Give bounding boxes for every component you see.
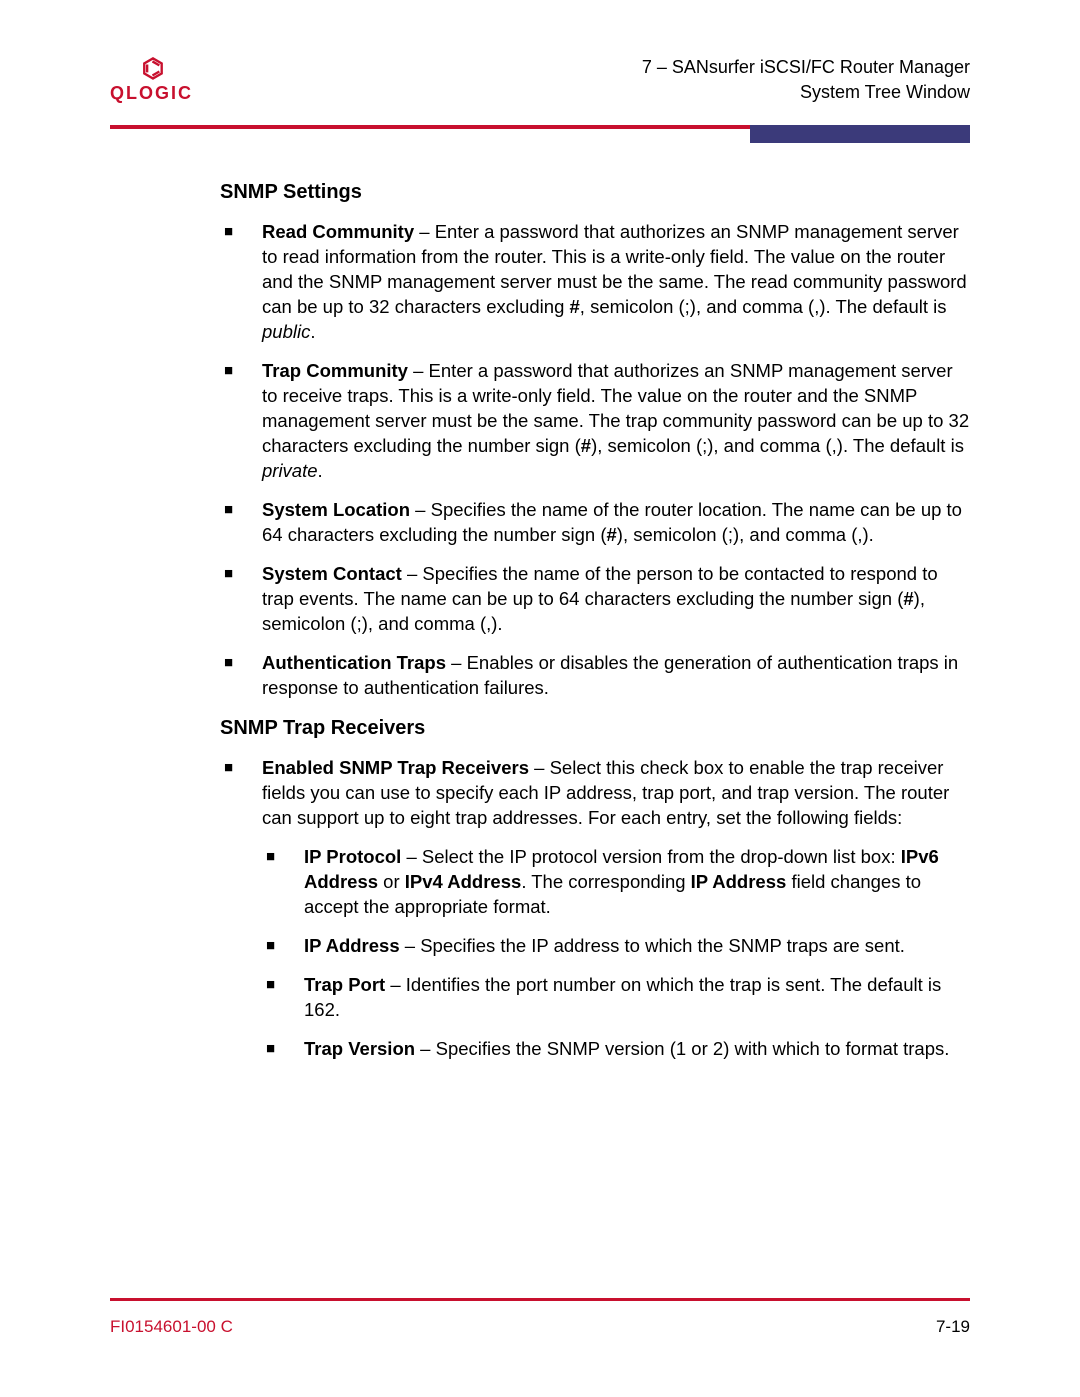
purple-tab [750, 125, 970, 143]
sub-trap-version: Trap Version – Specifies the SNMP versio… [262, 1037, 970, 1062]
header-text: 7 – SANsurfer iSCSI/FC Router Manager Sy… [642, 55, 970, 105]
snmp-settings-title: SNMP Settings [220, 179, 970, 206]
sub-ip-protocol: IP Protocol – Select the IP protocol ver… [262, 845, 970, 920]
label: System Location [262, 499, 410, 520]
label: Trap Version [304, 1038, 415, 1059]
label: Trap Community [262, 360, 408, 381]
header-line-2: System Tree Window [642, 80, 970, 105]
content: SNMP Settings Read Community – Enter a p… [110, 129, 970, 1298]
label: IP Protocol [304, 846, 401, 867]
label: Enabled SNMP Trap Receivers [262, 757, 529, 778]
item-auth-traps: Authentication Traps – Enables or disabl… [220, 651, 970, 701]
item-enabled-receivers: Enabled SNMP Trap Receivers – Select thi… [220, 756, 970, 1062]
page-footer: FI0154601-00 C 7-19 [110, 1298, 970, 1337]
snmp-trap-receivers-title: SNMP Trap Receivers [220, 715, 970, 742]
sub-trap-port: Trap Port – Identifies the port number o… [262, 973, 970, 1023]
item-trap-community: Trap Community – Enter a password that a… [220, 359, 970, 484]
label: Read Community [262, 221, 414, 242]
snmp-trap-receivers-list: Enabled SNMP Trap Receivers – Select thi… [220, 756, 970, 1062]
item-system-contact: System Contact – Specifies the name of t… [220, 562, 970, 637]
page: ⌬ QLOGIC 7 – SANsurfer iSCSI/FC Router M… [0, 0, 1080, 1397]
footer-page-number: 7-19 [936, 1317, 970, 1337]
snmp-settings-list: Read Community – Enter a password that a… [220, 220, 970, 700]
header-line-1: 7 – SANsurfer iSCSI/FC Router Manager [642, 55, 970, 80]
header-rule [110, 125, 970, 129]
page-header: ⌬ QLOGIC 7 – SANsurfer iSCSI/FC Router M… [110, 55, 970, 125]
item-read-community: Read Community – Enter a password that a… [220, 220, 970, 345]
label: System Contact [262, 563, 402, 584]
label: Authentication Traps [262, 652, 446, 673]
logo: ⌬ QLOGIC [110, 55, 193, 104]
receiver-sub-list: IP Protocol – Select the IP protocol ver… [262, 845, 970, 1062]
logo-text: QLOGIC [110, 83, 193, 104]
label: Trap Port [304, 974, 385, 995]
label: IP Address [304, 935, 400, 956]
logo-icon: ⌬ [142, 55, 162, 81]
sub-ip-address: IP Address – Specifies the IP address to… [262, 934, 970, 959]
item-system-location: System Location – Specifies the name of … [220, 498, 970, 548]
footer-doc-id: FI0154601-00 C [110, 1317, 233, 1337]
